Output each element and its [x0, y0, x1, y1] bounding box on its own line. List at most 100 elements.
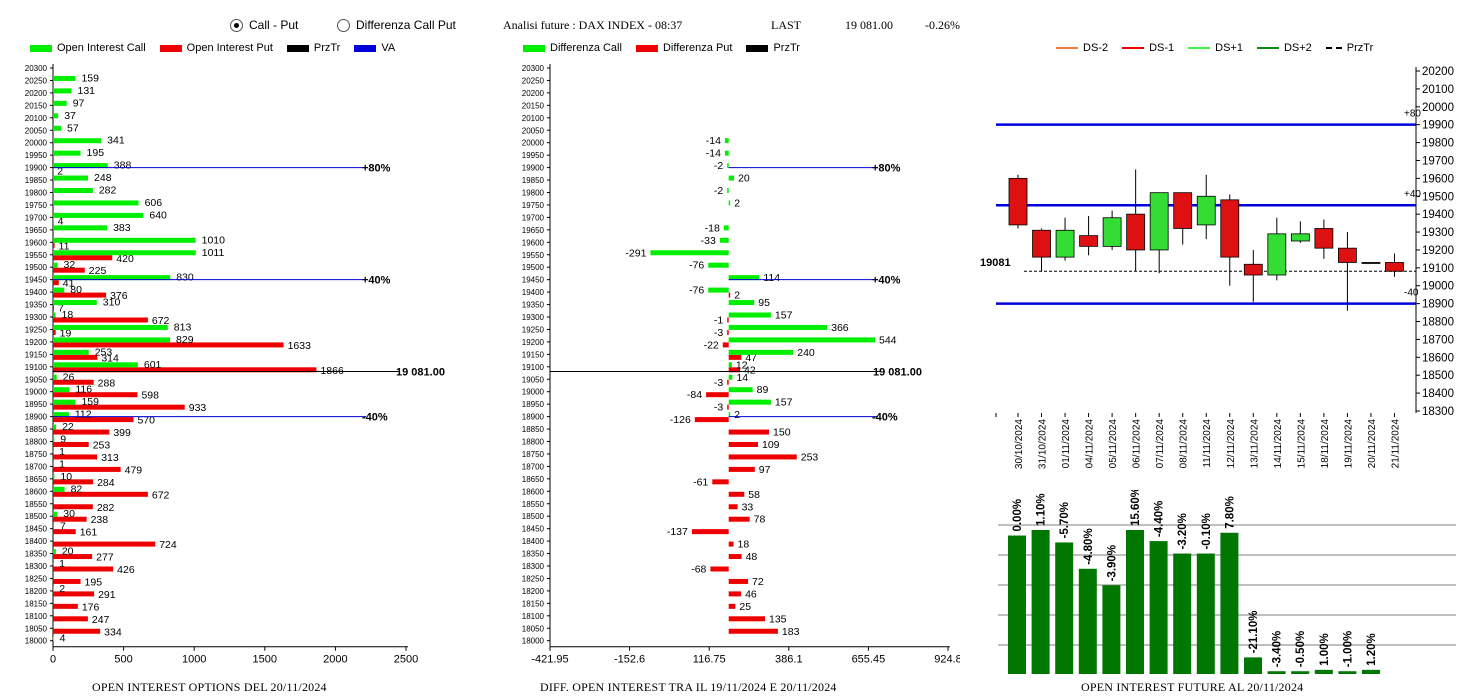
call-value-label: 10 — [60, 471, 72, 483]
diff-call-value-label: 12 — [736, 359, 748, 371]
legend-ds+2: DS+2 — [1256, 42, 1312, 54]
diff-put-value-label: 78 — [754, 514, 766, 526]
oi-bar — [1196, 553, 1215, 674]
change-value: -0.26% — [925, 18, 960, 32]
oi-bar — [1173, 553, 1192, 674]
legend-diff-prztr: PrzTr — [746, 42, 800, 54]
legend-ds-2-label: DS-2 — [1083, 42, 1109, 54]
put-bar — [53, 280, 59, 286]
candle-body — [1338, 247, 1357, 263]
y-tick-label: 19850 — [522, 176, 545, 185]
diff-put-value-label: 58 — [748, 489, 760, 501]
footer-oi-options: OPEN INTEREST OPTIONS DEL 20/11/2024 — [92, 680, 327, 694]
put-bar — [53, 578, 81, 584]
x-tick-label: 15/11/2024 — [1296, 419, 1307, 469]
diff-call-bar — [728, 312, 771, 318]
y-tick-label: 19300 — [25, 313, 48, 322]
y-tick-label: 20100 — [522, 114, 545, 123]
y-tick-label: 18200 — [522, 587, 545, 596]
y-tick-label: 19700 — [25, 213, 48, 222]
y-tick-label: 19400 — [25, 288, 48, 297]
call-bar — [53, 237, 196, 243]
put-value-label: 314 — [101, 352, 119, 364]
call-value-label: 116 — [75, 384, 92, 396]
call-bar — [53, 300, 97, 306]
diff-put-bar — [727, 404, 729, 410]
y-tick-label: 18750 — [522, 450, 545, 459]
oi-bar-label: -3.40% — [1272, 631, 1284, 667]
call-bar — [53, 188, 93, 193]
price-line-label: 19 081.00 — [396, 367, 445, 379]
call-value-label: 813 — [174, 321, 192, 333]
diff-call-bar — [727, 163, 729, 169]
va-line-label: +80% — [362, 163, 391, 175]
last-label: LAST — [771, 18, 801, 32]
call-bar — [53, 125, 62, 131]
y-tick-label: 18300 — [25, 562, 48, 571]
x-tick-label: 0 — [50, 654, 56, 665]
legend-put-label: Open Interest Put — [186, 42, 273, 54]
call-value-label: 310 — [103, 297, 121, 309]
y-tick-label: 19600 — [522, 238, 545, 247]
put-bar — [53, 466, 121, 472]
candle-body — [1290, 233, 1310, 242]
call-value-label: 248 — [94, 172, 112, 184]
radio-call-put[interactable]: Call - Put — [230, 18, 298, 32]
diff-put-value-label: 72 — [752, 576, 764, 588]
put-bar — [53, 267, 85, 273]
y-tick-label: 18300 — [1422, 406, 1454, 418]
y-tick-label: 20300 — [522, 64, 545, 73]
put-value-label: 247 — [92, 614, 110, 626]
x-tick-label: 30/10/2024 — [1014, 419, 1025, 469]
diff-call-value-label: 20 — [738, 173, 750, 185]
call-value-label: 97 — [73, 97, 85, 109]
y-tick-label: 20100 — [1422, 84, 1454, 96]
oi-bar — [1008, 535, 1026, 674]
x-tick-label: -421.95 — [531, 654, 568, 665]
y-tick-label: 19600 — [1422, 173, 1454, 185]
diff-put-bar — [728, 466, 755, 472]
y-tick-label: 19900 — [1422, 120, 1454, 132]
y-tick-label: 19200 — [25, 338, 48, 347]
call-bar — [53, 88, 72, 94]
y-tick-label: 18600 — [25, 487, 48, 496]
diff-put-bar — [728, 554, 742, 560]
y-tick-label: 18400 — [1422, 388, 1454, 400]
call-value-label: 32 — [64, 259, 76, 271]
put-value-label: 238 — [91, 514, 109, 526]
oi-bar-label: -0.50% — [1295, 631, 1307, 667]
put-bar — [53, 292, 107, 298]
candle-body — [1102, 217, 1122, 247]
radio-diff[interactable]: Differenza Call Put — [337, 18, 456, 32]
candle-body — [1149, 192, 1169, 251]
y-tick-label: 19000 — [1422, 281, 1454, 293]
call-bar — [53, 437, 55, 442]
y-tick-label: 19350 — [25, 301, 48, 310]
put-value-label: 284 — [97, 477, 115, 489]
oi-bar-label: -5.70% — [1059, 502, 1071, 538]
call-bar — [53, 287, 65, 293]
va-line-label: -40% — [872, 412, 898, 424]
candle-body — [1173, 192, 1193, 229]
y-tick-label: 18500 — [25, 512, 48, 521]
put-bar — [53, 554, 93, 560]
diff-call-bar — [728, 349, 794, 355]
y-tick-label: 18600 — [522, 487, 545, 496]
diff-put-bar — [728, 504, 738, 510]
put-bar — [53, 442, 89, 447]
put-value-label: 195 — [85, 576, 103, 588]
x-tick-label: 500 — [114, 654, 132, 665]
oi-bar-label: 1.10% — [1036, 493, 1048, 526]
call-value-label: 26 — [63, 371, 75, 383]
y-tick-label: 20000 — [1422, 102, 1454, 114]
y-tick-label: 18950 — [25, 400, 48, 409]
diff-call-bar — [708, 287, 729, 293]
band-line-label: -40 — [1404, 288, 1419, 299]
put-bar — [53, 317, 148, 323]
y-tick-label: 19250 — [522, 325, 545, 334]
oi-bar — [1220, 532, 1239, 674]
legend-ds+1-label: DS+1 — [1215, 42, 1243, 54]
oi-bar — [1149, 541, 1168, 674]
put-bar — [53, 329, 56, 335]
x-tick-label: 08/11/2024 — [1179, 419, 1190, 469]
